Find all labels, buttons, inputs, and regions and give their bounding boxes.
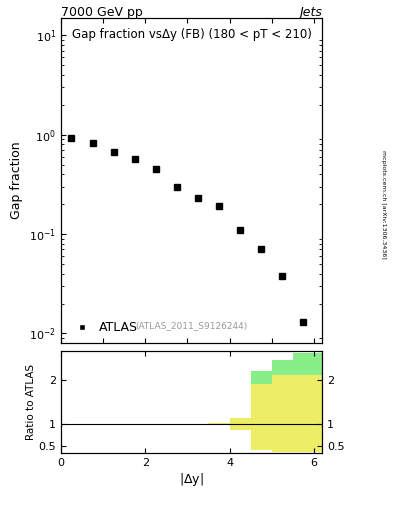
Text: Jets: Jets	[299, 6, 322, 19]
X-axis label: |$\Delta$y|: |$\Delta$y|	[179, 471, 204, 488]
Legend: ATLAS: ATLAS	[67, 319, 140, 337]
Y-axis label: Ratio to ATLAS: Ratio to ATLAS	[26, 364, 36, 440]
Text: (ATLAS_2011_S9126244): (ATLAS_2011_S9126244)	[136, 321, 248, 330]
Text: mcplots.cern.ch [arXiv:1306.3436]: mcplots.cern.ch [arXiv:1306.3436]	[381, 151, 386, 259]
Text: Gap fraction vsΔy (FB) (180 < pT < 210): Gap fraction vsΔy (FB) (180 < pT < 210)	[72, 28, 312, 40]
Text: 7000 GeV pp: 7000 GeV pp	[61, 6, 143, 19]
Y-axis label: Gap fraction: Gap fraction	[11, 142, 24, 219]
